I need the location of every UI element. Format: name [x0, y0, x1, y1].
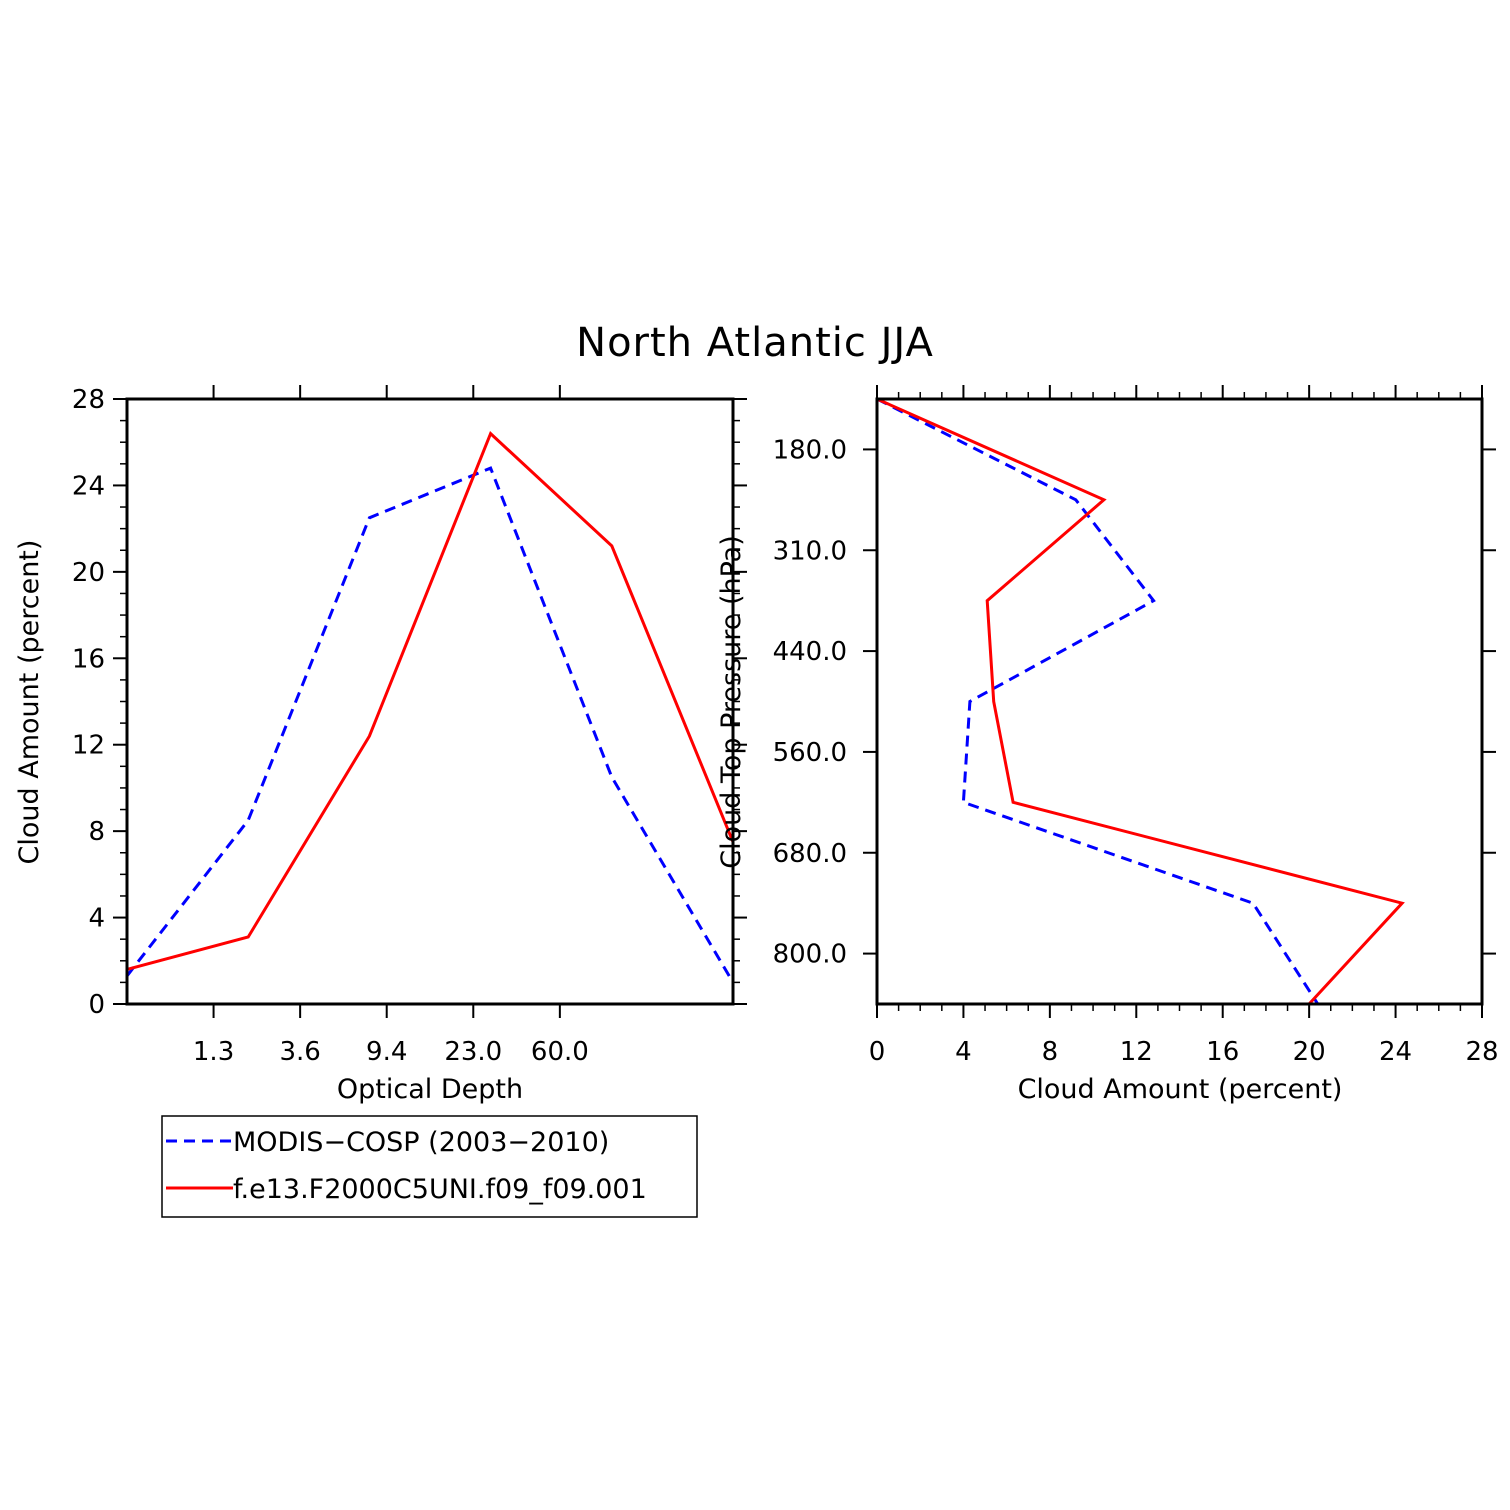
right-y-tick-label: 680.0 — [773, 839, 847, 869]
left-series-group — [125, 431, 735, 984]
right-y-axis-label: Cloud Top Pressure (hPa) — [716, 535, 747, 869]
legend: MODIS−COSP (2003−2010) f.e13.F2000C5UNI.… — [161, 1115, 698, 1218]
left-y-tick-label: 8 — [88, 817, 105, 847]
left-y-tick-label: 12 — [72, 731, 105, 761]
right-y-tick-label: 440.0 — [773, 637, 847, 667]
left-x-tick-label: 1.3 — [193, 1037, 234, 1067]
right-y-tick-label: 180.0 — [773, 435, 847, 465]
right-ticks-group: 0 4 8 12 16 20 24 28 180.0 310.0 440.0 560.0 680.0 80… — [773, 385, 1499, 1067]
right-x-tick-label: 24 — [1379, 1037, 1412, 1067]
left-x-tick-label: 3.6 — [279, 1037, 320, 1067]
right-series-line-modis — [876, 397, 1320, 1005]
legend-box — [161, 1115, 698, 1218]
right-x-axis-label: Cloud Amount (percent) — [1018, 1074, 1343, 1105]
left-x-tick-label: 23.0 — [444, 1037, 502, 1067]
left-y-tick-label: 28 — [72, 385, 105, 415]
right-x-tick-label: 0 — [869, 1037, 886, 1067]
right-series-line-model — [876, 397, 1405, 1006]
left-plot-frame — [125, 397, 735, 1006]
left-panel-optical-depth: 0 4 8 12 16 20 24 28 1.3 3.6 9.4 23.0 60.0 Optical D… — [14, 385, 747, 1105]
right-y-tick-label: 800.0 — [773, 940, 847, 970]
left-y-tick-label: 4 — [88, 904, 105, 934]
right-y-tick-label: 310.0 — [773, 536, 847, 566]
left-y-tick-label: 20 — [72, 558, 105, 588]
legend-label-model: f.e13.F2000C5UNI.f09_f09.001 — [233, 1174, 647, 1205]
right-x-tick-label: 4 — [955, 1037, 972, 1067]
left-x-tick-label: 9.4 — [366, 1037, 407, 1067]
left-series-line-modis — [125, 466, 735, 984]
right-series-group — [876, 397, 1405, 1006]
right-plot-frame — [875, 397, 1484, 1006]
left-series-line-model — [126, 431, 735, 971]
left-y-axis-label: Cloud Amount (percent) — [14, 540, 45, 865]
right-x-tick-label: 8 — [1042, 1037, 1059, 1067]
left-x-axis-label: Optical Depth — [337, 1074, 523, 1105]
right-x-tick-label: 28 — [1465, 1037, 1498, 1067]
right-x-tick-label: 16 — [1206, 1037, 1239, 1067]
right-x-tick-label: 12 — [1120, 1037, 1153, 1067]
left-y-tick-label: 0 — [88, 990, 105, 1020]
left-x-tick-label: 60.0 — [531, 1037, 589, 1067]
left-ticks-group: 0 4 8 12 16 20 24 28 1.3 3.6 9.4 23.0 60.0 — [72, 385, 747, 1067]
legend-label-modis: MODIS−COSP (2003−2010) — [233, 1127, 609, 1158]
right-panel-cloud-top-pressure: 0 4 8 12 16 20 24 28 180.0 310.0 440.0 560.0 680.0 80… — [716, 385, 1499, 1105]
right-y-tick-label: 560.0 — [773, 738, 847, 768]
left-y-tick-label: 24 — [72, 471, 105, 501]
left-y-tick-label: 16 — [72, 644, 105, 674]
right-x-tick-label: 20 — [1293, 1037, 1326, 1067]
figure-title: North Atlantic JJA — [576, 320, 934, 366]
